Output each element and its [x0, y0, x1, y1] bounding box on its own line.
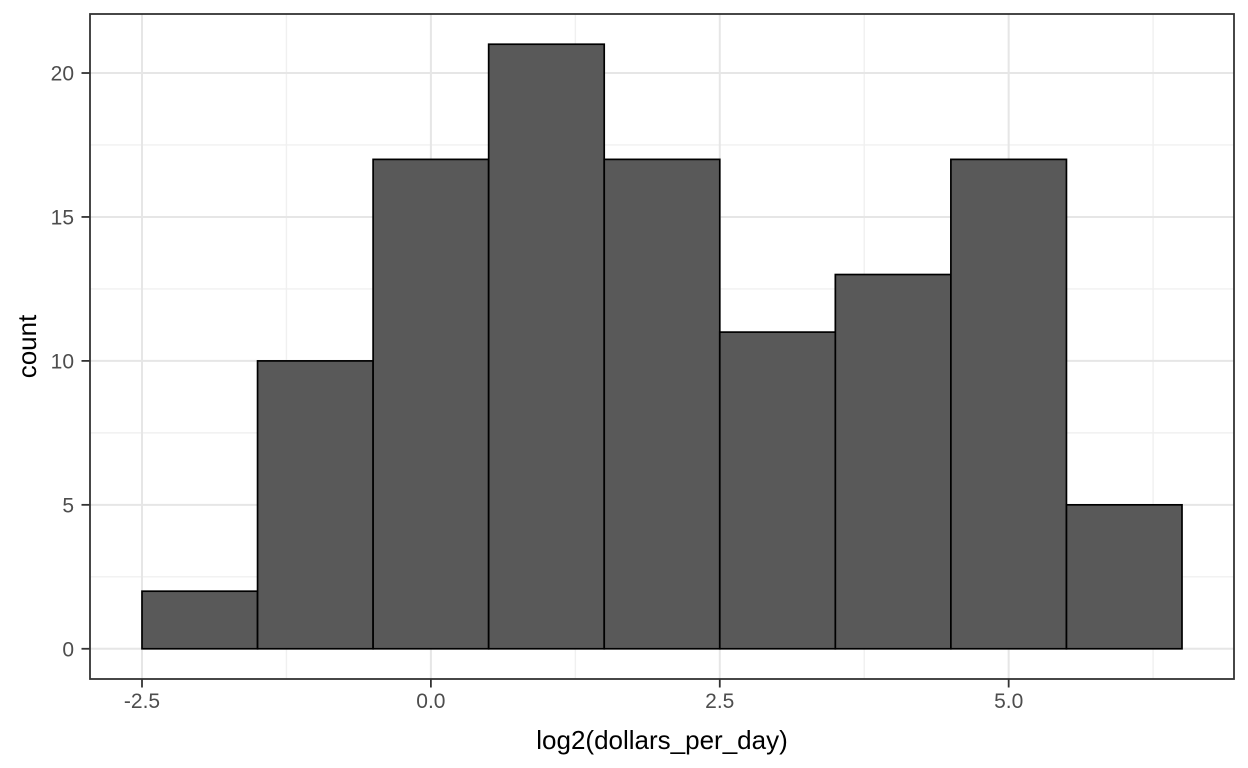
x-axis-tick-labels: -2.5 0.0 2.5 5.0 [124, 690, 1023, 713]
histogram-bar [950, 158, 1068, 650]
histogram-bar [372, 158, 490, 650]
y-tick-label: 0 [62, 638, 74, 661]
x-tick-label: 5.0 [994, 690, 1023, 713]
y-axis-tick-labels: 0 5 10 15 20 [51, 63, 74, 662]
y-axis-title: count [12, 314, 42, 378]
y-tick-label: 15 [51, 206, 74, 229]
histogram-bar [718, 331, 837, 650]
histogram-bar [1065, 503, 1183, 650]
histogram-bar [256, 360, 374, 650]
x-tick-label: 2.5 [705, 690, 734, 713]
x-axis-title: log2(dollars_per_day) [536, 725, 787, 755]
histogram-bar [487, 43, 606, 650]
y-tick-label: 5 [62, 494, 74, 517]
histogram-bar [603, 158, 721, 650]
histogram-bars [141, 43, 1183, 650]
histogram-bar [141, 590, 259, 650]
panel-border [89, 13, 1235, 680]
histogram-bar [834, 273, 952, 650]
y-tick-label: 10 [51, 350, 74, 373]
axis-tick-marks [81, 72, 1010, 688]
x-tick-label: -2.5 [124, 690, 160, 713]
y-tick-label: 20 [51, 63, 74, 86]
x-tick-label: 0.0 [416, 690, 445, 713]
